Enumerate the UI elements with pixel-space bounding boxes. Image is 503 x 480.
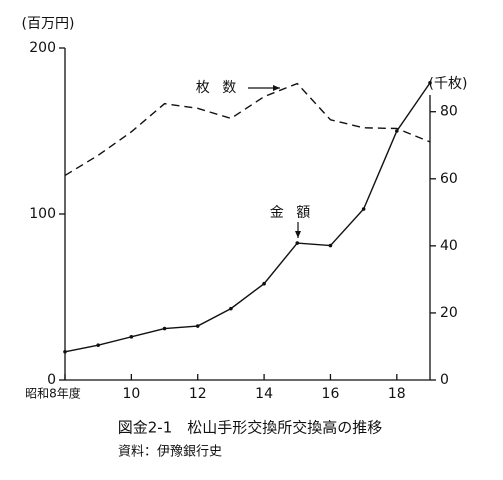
y2-tick-label: 80 (440, 104, 458, 120)
y2-tick-label: 20 (440, 305, 458, 321)
series-line (64, 82, 431, 177)
data-point (295, 241, 300, 245)
series-line (64, 82, 431, 353)
data-point (129, 335, 134, 339)
x-tick-label: 昭和8年度 (25, 386, 81, 401)
chart-title: 図金2-1 松山手形交換所交換高の推移 (118, 419, 383, 437)
x-tick-label: 12 (189, 386, 207, 402)
x-tick-label: 10 (122, 386, 140, 402)
data-point (229, 306, 233, 311)
y2-axis-label: (千枚) (429, 76, 468, 92)
data-point (195, 324, 200, 328)
series-label: 枚 数 (196, 80, 240, 96)
data-point (96, 343, 100, 347)
arrow-head (273, 85, 280, 91)
source-note: 資料：伊豫銀行史 (118, 445, 222, 460)
y2-tick-label: 60 (440, 171, 458, 187)
x-tick-label: 18 (388, 386, 406, 402)
data-point (162, 326, 167, 331)
y2-tick-label: 0 (440, 372, 449, 388)
series-label: 金 額 (270, 205, 314, 221)
data-point (361, 207, 366, 211)
data-point (428, 81, 432, 85)
x-tick-label: 14 (255, 386, 273, 402)
y-axis-label: (百万円) (22, 16, 75, 32)
y-tick-label: 0 (47, 372, 56, 388)
data-point (63, 349, 67, 354)
y2-tick-label: 40 (440, 238, 458, 254)
arrow-head (295, 231, 301, 238)
data-point (395, 129, 399, 133)
y-tick-label: 200 (29, 40, 56, 56)
data-point (328, 243, 333, 248)
x-tick-label: 16 (322, 386, 340, 402)
y-tick-label: 100 (29, 206, 56, 222)
data-point (262, 281, 266, 286)
